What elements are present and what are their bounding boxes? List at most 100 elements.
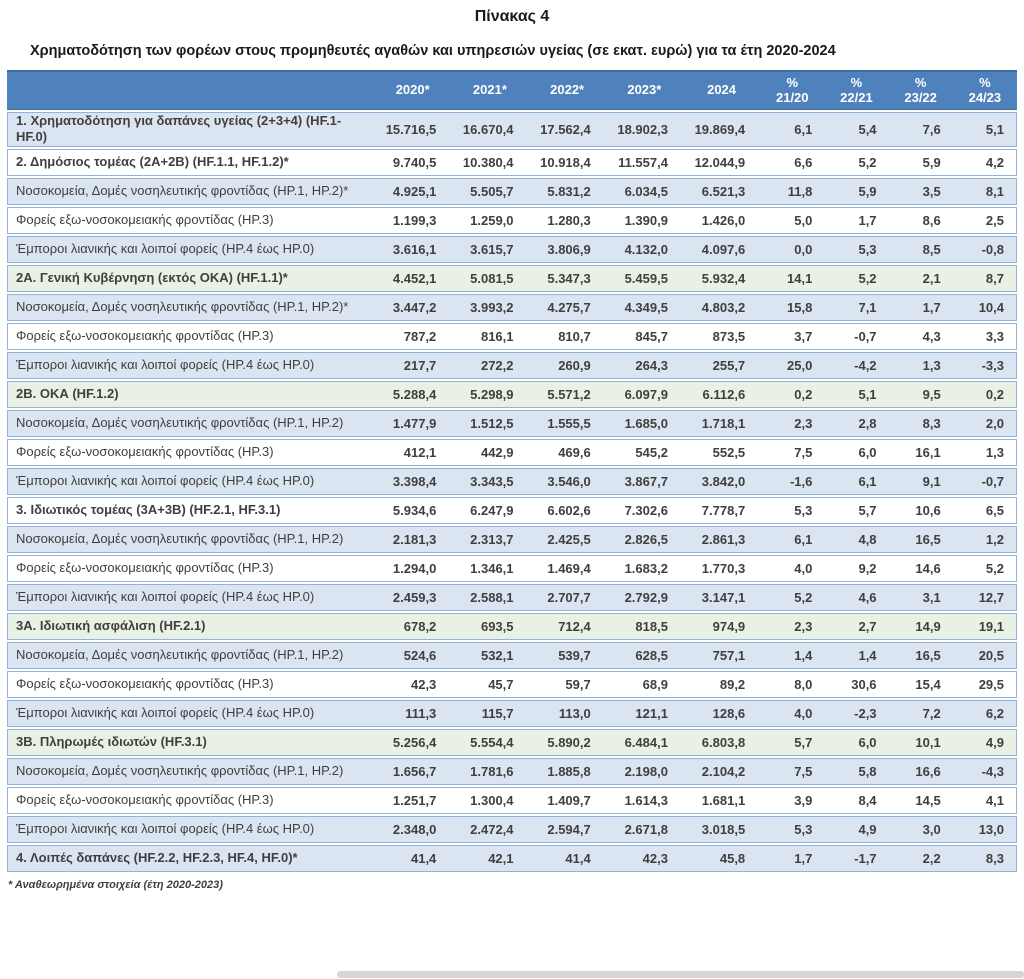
pct-value-cell: 7,5 [760, 438, 825, 466]
year-value-cell: 7.302,6 [605, 496, 683, 524]
table-row: 3Β. Πληρωμές ιδιωτών (HF.3.1) 5.256,4 5.55… [7, 728, 1017, 756]
year-value-cell: 42,3 [374, 670, 452, 698]
year-value-cell: 1.770,3 [682, 554, 761, 582]
pct-value-cell: 5,7 [824, 496, 889, 524]
pct-value-cell: 6,0 [824, 728, 889, 756]
year-value-cell: 128,6 [682, 699, 761, 727]
pct-value-cell: 6,5 [952, 496, 1017, 524]
table-row: 4. Λοιπές δαπάνες (HF.2.2, HF.2.3, HF.4,… [7, 844, 1017, 872]
pct-value-cell: 5,3 [760, 496, 825, 524]
pct-value-cell: 4,9 [952, 728, 1017, 756]
year-value-cell: 6.602,6 [528, 496, 606, 524]
pct-value-cell: 10,6 [888, 496, 953, 524]
pct-value-cell: 5,7 [760, 728, 825, 756]
pct-value-cell: -1,6 [760, 467, 825, 495]
year-value-cell: 6.034,5 [605, 177, 683, 205]
year-value-cell: 2.425,5 [528, 525, 606, 553]
row-label: Φορείς εξω-νοσοκομειακής φροντίδας (HP.3… [7, 786, 375, 814]
year-value-cell: 9.740,5 [374, 148, 452, 176]
pct-value-cell: 3,5 [888, 177, 953, 205]
row-label: Έμποροι λιανικής και λοιποί φορείς (HP.4… [7, 351, 375, 379]
year-value-cell: 6.803,8 [682, 728, 761, 756]
pct-value-cell: 4,0 [760, 699, 825, 727]
year-value-cell: 12.044,9 [682, 148, 761, 176]
pct-value-cell: -0,7 [824, 322, 889, 350]
table-row: 1. Χρηματοδότηση για δαπάνες υγείας (2+3… [7, 112, 1017, 147]
pct-value-cell: 8,1 [952, 177, 1017, 205]
year-value-cell: 3.018,5 [682, 815, 761, 843]
year-value-cell: 15.716,5 [374, 112, 452, 147]
horizontal-scrollbar-thumb[interactable] [337, 971, 1024, 978]
year-value-cell: 1.477,9 [374, 409, 452, 437]
year-value-cell: 6.247,9 [451, 496, 529, 524]
year-value-cell: 5.298,9 [451, 380, 529, 408]
pct-value-cell: 6,6 [760, 148, 825, 176]
year-value-cell: 816,1 [451, 322, 529, 350]
pct-value-cell: 1,2 [952, 525, 1017, 553]
year-value-cell: 3.842,0 [682, 467, 761, 495]
table-row: Νοσοκομεία, Δομές νοσηλευτικής φροντίδας… [7, 641, 1017, 669]
pct-value-cell: 5,4 [824, 112, 889, 147]
pct-value-cell: 13,0 [952, 815, 1017, 843]
year-value-cell: 412,1 [374, 438, 452, 466]
pct-value-cell: 14,6 [888, 554, 953, 582]
row-label: Έμποροι λιανικής και λοιποί φορείς (HP.4… [7, 583, 375, 611]
year-value-cell: 5.459,5 [605, 264, 683, 292]
row-label: Νοσοκομεία, Δομές νοσηλευτικής φροντίδας… [7, 757, 375, 785]
year-value-cell: 1.251,7 [374, 786, 452, 814]
table-row: Φορείς εξω-νοσοκομειακής φροντίδας (HP.3… [7, 786, 1017, 814]
year-value-cell: 6.484,1 [605, 728, 683, 756]
year-value-cell: 113,0 [528, 699, 606, 727]
pct-value-cell: 4,0 [760, 554, 825, 582]
pct-value-cell: 1,4 [824, 641, 889, 669]
year-value-cell: 693,5 [451, 612, 529, 640]
footnote: * Αναθεωρημένα στοιχεία (έτη 2020-2023) [8, 878, 223, 891]
year-value-cell: 2.472,4 [451, 815, 529, 843]
year-value-cell: 545,2 [605, 438, 683, 466]
year-value-cell: 1.781,6 [451, 757, 529, 785]
year-value-cell: 1.469,4 [528, 554, 606, 582]
year-value-cell: 532,1 [451, 641, 529, 669]
pct-value-cell: 2,2 [888, 844, 953, 872]
pct-value-cell: 1,4 [760, 641, 825, 669]
year-value-cell: 260,9 [528, 351, 606, 379]
pct-header-top: % [979, 74, 991, 90]
year-value-cell: 1.555,5 [528, 409, 606, 437]
year-value-cell: 1.294,0 [374, 554, 452, 582]
pct-value-cell: 11,8 [760, 177, 825, 205]
pct-header-bottom: 22/21 [840, 89, 873, 105]
pct-header-top: % [914, 74, 927, 90]
pct-value-cell: 8,7 [952, 264, 1017, 292]
year-value-cell: 2.826,5 [605, 525, 683, 553]
year-value-cell: 42,1 [451, 844, 529, 872]
year-value-cell: 42,3 [605, 844, 683, 872]
year-value-cell: 41,4 [528, 844, 606, 872]
pct-value-cell: 29,5 [952, 670, 1017, 698]
row-label: 2. Δημόσιος τομέας (2Α+2Β) (HF.1.1, HF.1… [7, 148, 375, 176]
pct-header-top: % [850, 74, 863, 90]
pct-value-cell: 30,6 [824, 670, 889, 698]
year-value-cell: 2.671,8 [605, 815, 683, 843]
pct-value-cell: 8,4 [824, 786, 889, 814]
pct-value-cell: 7,6 [888, 112, 953, 147]
pct-value-cell: 5,2 [760, 583, 825, 611]
pct-header-bottom: 24/23 [968, 89, 1002, 105]
table-row: 2. Δημόσιος τομέας (2Α+2Β) (HF.1.1, HF.1… [7, 148, 1017, 176]
table-row: Φορείς εξω-νοσοκομειακής φροντίδας (HP.3… [7, 554, 1017, 582]
pct-value-cell: 15,4 [888, 670, 953, 698]
pct-value-cell: 20,5 [952, 641, 1017, 669]
row-label: 1. Χρηματοδότηση για δαπάνες υγείας (2+3… [7, 112, 375, 147]
year-value-cell: 3.615,7 [451, 235, 529, 263]
row-label: Νοσοκομεία, Δομές νοσηλευτικής φροντίδας… [7, 177, 375, 205]
row-label: Έμποροι λιανικής και λοιποί φορείς (HP.4… [7, 699, 375, 727]
row-label: 3Β. Πληρωμές ιδιωτών (HF.3.1) [7, 728, 375, 756]
pct-value-cell: 0,2 [760, 380, 825, 408]
year-value-cell: 552,5 [682, 438, 761, 466]
pct-value-cell: 6,2 [952, 699, 1017, 727]
pct-value-cell: 8,6 [888, 206, 953, 234]
pct-value-cell: 16,1 [888, 438, 953, 466]
year-header-cell: 2022* [528, 70, 606, 110]
year-value-cell: 3.343,5 [451, 467, 529, 495]
pct-value-cell: 3,1 [888, 583, 953, 611]
pct-value-cell: -0,8 [952, 235, 1017, 263]
